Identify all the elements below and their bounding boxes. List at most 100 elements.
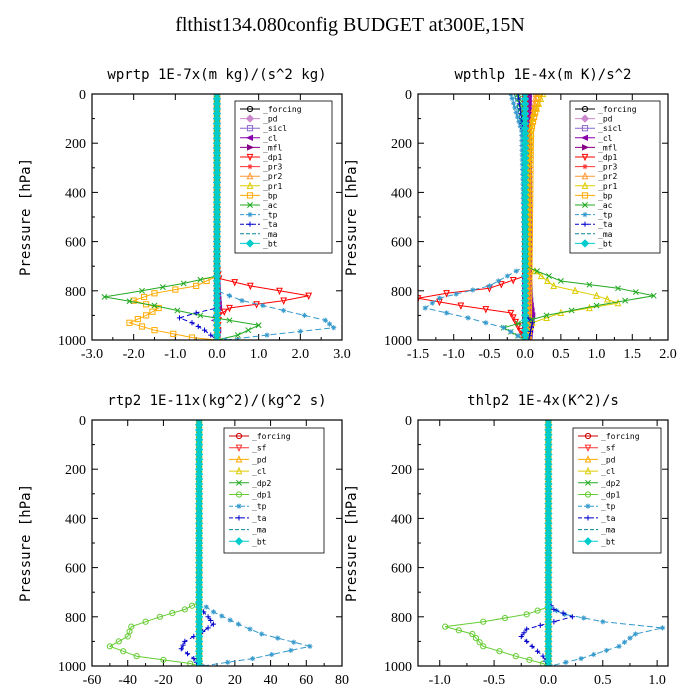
data-point xyxy=(603,295,611,303)
data-point xyxy=(226,293,233,299)
legend-label: _ma xyxy=(601,526,616,535)
legend-marker xyxy=(246,125,254,132)
data-point xyxy=(326,321,333,327)
legend-label: _pd xyxy=(252,455,267,464)
legend-marker xyxy=(580,239,590,248)
data-point xyxy=(197,312,204,319)
y-tick-label: 0 xyxy=(79,88,86,103)
legend-marker xyxy=(584,444,592,453)
data-point xyxy=(509,96,515,102)
data-point xyxy=(470,287,476,293)
y-tick-label: 0 xyxy=(79,414,86,429)
legend-label: _pr3 xyxy=(598,163,617,172)
data-point xyxy=(534,648,541,654)
legend-label: _mfl xyxy=(598,143,617,152)
data-point xyxy=(472,635,480,642)
data-point xyxy=(476,639,483,646)
data-point xyxy=(281,307,287,314)
data-point xyxy=(516,119,522,125)
data-point xyxy=(529,320,535,326)
data-point xyxy=(512,653,519,660)
data-point xyxy=(501,614,509,622)
data-point xyxy=(543,313,550,321)
data-point xyxy=(170,330,177,337)
legend-marker xyxy=(581,125,589,132)
legend-label: _dp1 xyxy=(252,491,271,500)
legend-marker xyxy=(584,455,592,463)
x-tick-label: -1.5 xyxy=(407,347,429,362)
data-point xyxy=(486,283,493,289)
data-point xyxy=(264,332,270,338)
data-point xyxy=(562,611,568,617)
legend-label: _pr1 xyxy=(598,182,617,191)
data-point xyxy=(509,314,517,322)
legend-label: _dp2 xyxy=(601,479,620,488)
x-tick-label: 0.5 xyxy=(594,673,612,688)
data-point xyxy=(442,623,449,630)
legend-marker xyxy=(580,114,590,123)
legend-marker xyxy=(582,144,590,151)
data-point xyxy=(524,626,530,632)
data-point xyxy=(457,302,465,310)
data-point xyxy=(422,305,428,311)
series-line-dp1 xyxy=(445,420,549,666)
series-line-tp xyxy=(216,94,335,340)
panel-title: thlp2 1E-4x(K^2)/s xyxy=(467,393,619,409)
legend-label: _bp xyxy=(263,191,278,200)
data-point xyxy=(187,660,194,666)
legend-marker xyxy=(582,212,588,218)
legend-label: _cl xyxy=(263,134,278,143)
legend-label: _ma xyxy=(263,230,278,239)
legend-marker xyxy=(246,105,254,113)
x-tick-label: 40 xyxy=(264,673,278,688)
data-point xyxy=(139,287,145,294)
data-point xyxy=(517,123,523,129)
data-point xyxy=(210,609,217,615)
data-point xyxy=(539,94,547,98)
x-tick-label: 0.5 xyxy=(552,347,570,362)
legend-marker xyxy=(582,221,588,227)
data-point xyxy=(537,271,545,280)
data-point xyxy=(515,333,521,339)
data-point xyxy=(513,109,519,116)
panel-title: wpthlp 1E-4x(m K)/s^2 xyxy=(454,67,631,83)
data-point xyxy=(469,630,476,638)
y-tick-label: 600 xyxy=(65,562,86,577)
data-point xyxy=(250,656,256,662)
data-point xyxy=(189,320,195,326)
legend-label: _forcing xyxy=(598,105,637,114)
data-point xyxy=(194,661,204,666)
legend: _forcing_pd_sicl_cl_mfl_dp1_pr3_pr2_pr1_… xyxy=(569,100,661,254)
legend-label: _pd xyxy=(598,115,613,124)
x-tick-label: -20 xyxy=(154,673,173,688)
data-point xyxy=(550,281,558,289)
x-tick-label: 2.0 xyxy=(292,347,310,362)
data-point xyxy=(512,105,518,111)
x-tick-label: -40 xyxy=(118,673,137,688)
legend-label: _ta xyxy=(263,220,278,229)
data-point xyxy=(621,639,628,645)
data-point xyxy=(133,653,140,660)
y-tick-label: 600 xyxy=(65,236,86,251)
data-point xyxy=(482,306,490,314)
data-point xyxy=(205,625,211,631)
data-point xyxy=(571,286,579,294)
data-point xyxy=(156,613,163,620)
panel-title: rtp2 1E-11x(kg^2)/(kg^2 s) xyxy=(107,393,326,409)
x-tick-label: -1.0 xyxy=(429,673,451,688)
legend-label: _ac xyxy=(598,201,613,210)
data-point xyxy=(124,633,131,640)
legend-label: _pr2 xyxy=(598,172,617,181)
y-axis-label: Pressure [hPa] xyxy=(18,158,34,276)
data-point xyxy=(239,298,245,304)
data-point xyxy=(231,279,239,287)
series-line-dp1 xyxy=(108,420,200,666)
y-tick-label: 1000 xyxy=(384,334,412,349)
x-tick-label: -0.5 xyxy=(483,673,505,688)
data-point xyxy=(519,162,526,168)
data-point xyxy=(593,291,600,299)
legend-label: _forcing xyxy=(263,105,302,114)
data-point xyxy=(586,303,593,312)
data-point xyxy=(519,133,525,139)
y-axis-label: Pressure [hPa] xyxy=(18,484,34,602)
